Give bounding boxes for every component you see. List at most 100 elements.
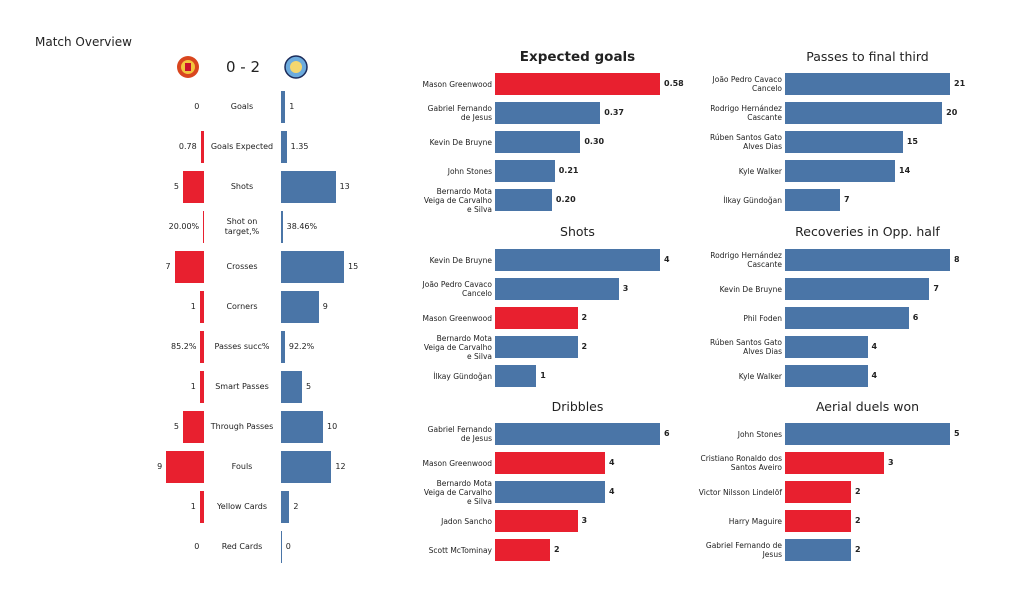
away-value: 10 [327,422,338,431]
bar-value: 2 [855,545,861,554]
player-name: João Pedro Cavaco Cancelo [712,75,782,93]
player-name: Kyle Walker [738,371,782,381]
bar-value: 21 [954,79,966,88]
bar [495,160,555,182]
player-name: João Pedro Cavaco Cancelo [422,280,492,298]
stat-label: Smart Passes [215,382,269,391]
home-value: 9 [157,462,163,471]
bar-value: 6 [664,429,670,438]
bar-value: 0.58 [664,79,684,88]
away-value: 9 [322,302,328,311]
home-bar [199,491,204,523]
bar-value: 2 [855,516,861,525]
bar [495,189,552,211]
bar-value: 2 [581,342,588,351]
home-bar [199,291,204,323]
player-name: Scott McTominay [428,545,492,555]
bar [495,365,537,387]
bar [785,336,868,358]
bar-value: 8 [954,255,960,264]
player-name: Mason Greenwood [422,313,493,323]
stat-label: Fouls [231,462,253,471]
home-value: 0 [194,542,200,551]
bar-value: 5 [954,429,960,438]
player-name: Mason Greenwood [422,458,493,468]
chart-title: Passes to final third [806,49,929,64]
player-name: John Stones [447,166,492,176]
home-bar [203,211,204,243]
home-bar [166,451,204,483]
away-value: 12 [335,462,346,471]
bar-value: 6 [912,313,919,322]
score: 0 - 2 [225,58,261,76]
bar [785,102,943,124]
player-name: Victor Nilsson Lindelöf [698,487,782,497]
home-value: 5 [173,182,179,191]
bar-value: 0.21 [558,166,579,175]
stat-label: Yellow Cards [216,502,268,511]
bar [495,539,550,561]
away-value: 2 [293,502,299,511]
away-bar [281,251,344,283]
away-bar [281,531,282,563]
stat-label: Through Passes [210,422,274,431]
player-name: Bernardo Mota Veiga de Carvalho e Silva [423,478,492,506]
player-name: Bernardo Mota Veiga de Carvalho e Silva [423,186,492,214]
away-bar [281,211,283,243]
bar [495,131,581,153]
away-value: 15 [348,262,359,271]
manchester-city-logo-icon [284,55,308,79]
away-bar [281,451,332,483]
bar-value: 4 [871,371,878,380]
stat-label: Red Cards [221,542,263,551]
bar [495,452,605,474]
stat-label: Goals Expected [210,142,274,151]
home-bar [200,331,204,363]
bar [785,278,930,300]
home-bar [183,171,204,203]
home-value: 0.78 [178,142,197,151]
bar [785,160,895,182]
bar [495,73,660,95]
home-bar [199,371,204,403]
away-value: 1 [289,102,295,111]
away-bar [281,91,286,123]
away-bar [281,411,323,443]
player-name: İlkay Gündoğan [723,195,782,205]
player-name: Rodrigo Hernández Cascante [710,104,782,122]
away-bar [281,371,302,403]
bar [495,278,619,300]
chart-title: Dribbles [551,399,604,414]
player-name: John Stones [737,429,782,439]
player-name: Gabriel Fernando de Jesus [427,425,492,443]
player-name: Phil Foden [743,313,782,323]
player-name: Mason Greenwood [422,79,493,89]
bar-value: 20 [946,108,958,117]
home-value: 7 [165,262,171,271]
stat-label: Corners [226,302,258,311]
away-bar [281,291,319,323]
away-value: 92.2% [288,342,315,351]
away-value: 38.46% [286,222,318,231]
bar [785,307,909,329]
bar [785,423,950,445]
away-value: 1.35 [290,142,309,151]
away-bar [281,331,285,363]
bar-value: 14 [899,166,911,175]
bar-value: 4 [871,342,878,351]
player-name: İlkay Gündoğan [433,371,492,381]
bar-value: 3 [888,458,894,467]
home-value: 1 [190,302,196,311]
bar-value: 3 [581,516,588,525]
chart-title: Shots [560,224,595,239]
bar-value: 2 [581,313,588,322]
home-value: 20.00% [168,222,200,231]
bar [785,73,950,95]
home-value: 1 [190,382,196,391]
stat-label: Shots [230,182,254,191]
bar [495,423,660,445]
chart-title: Expected goals [519,49,636,65]
home-bar [174,251,204,283]
player-name: Kyle Walker [738,166,782,176]
player-name: Kevin De Bruyne [429,255,492,265]
